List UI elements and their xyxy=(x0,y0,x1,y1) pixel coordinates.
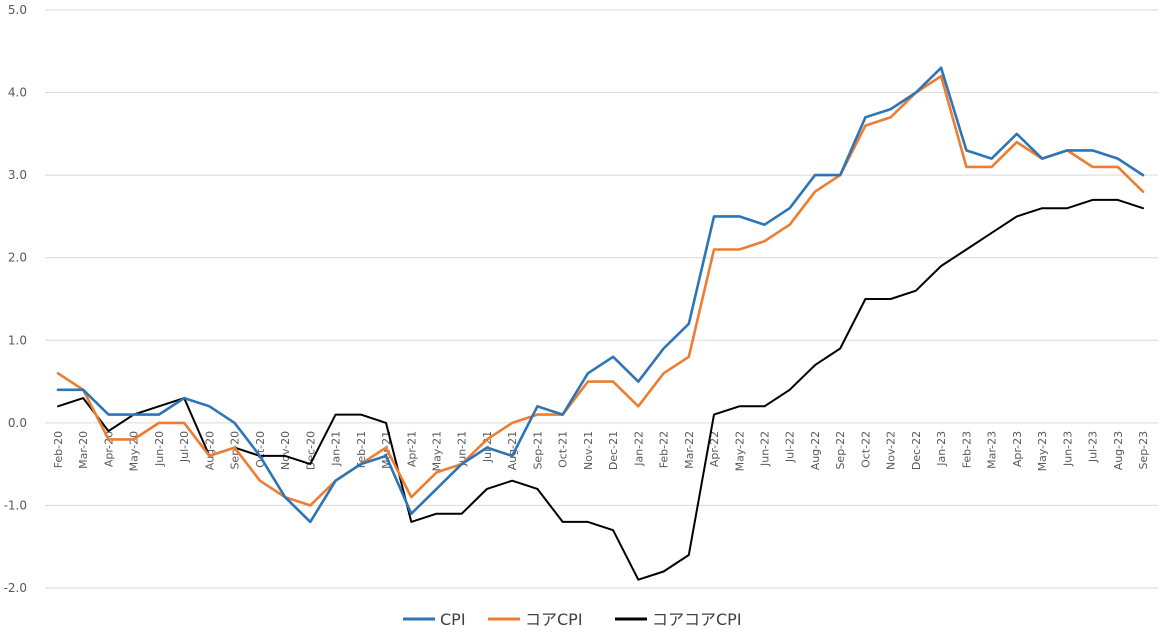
series-lines xyxy=(56,66,1145,581)
x-tick-label: Jul-23 xyxy=(1087,431,1100,463)
x-tick-label: Jun-21 xyxy=(456,431,469,467)
x-tick-label: Dec-21 xyxy=(607,431,620,470)
x-tick-label: Jun-20 xyxy=(153,431,166,467)
x-tick-label: Jan-21 xyxy=(330,431,343,467)
legend: CPI コアCPI コアコアCPI xyxy=(403,610,742,629)
gridlines xyxy=(45,9,1158,589)
x-tick-label: Jul-20 xyxy=(178,431,191,463)
y-tick-label: 0.0 xyxy=(8,416,27,430)
y-tick-label: 5.0 xyxy=(8,3,27,17)
x-tick-label: Apr-22 xyxy=(708,431,721,467)
x-tick-label: Oct-22 xyxy=(859,431,872,468)
x-tick-label: Aug-21 xyxy=(506,431,519,470)
x-tick-label: Jan-22 xyxy=(632,431,645,467)
x-tick-label: Sep-23 xyxy=(1137,431,1150,470)
x-tick-label: Oct-21 xyxy=(557,431,570,468)
x-tick-label: Mar-22 xyxy=(683,431,696,469)
x-tick-label: Dec-22 xyxy=(910,431,923,470)
x-tick-label: May-23 xyxy=(1036,431,1049,472)
x-tick-label: Jun-23 xyxy=(1061,431,1074,467)
x-tick-label: May-21 xyxy=(430,431,443,472)
x-tick-label: Aug-23 xyxy=(1112,431,1125,470)
x-tick-label: Nov-22 xyxy=(885,431,898,470)
x-tick-label: Sep-21 xyxy=(531,431,544,470)
x-tick-label: Aug-22 xyxy=(809,431,822,470)
x-tick-label: Mar-20 xyxy=(77,431,90,469)
x-tick-label: Nov-21 xyxy=(582,431,595,470)
x-tick-label: Apr-23 xyxy=(1011,431,1024,467)
x-tick-label: Feb-21 xyxy=(355,431,368,468)
y-tick-label: -2.0 xyxy=(4,581,27,595)
series-line-3 xyxy=(57,198,1144,581)
y-axis-ticks: -2.0 -1.0 0.0 1.0 2.0 3.0 4.0 5.0 xyxy=(4,3,27,595)
x-tick-label: Jul-22 xyxy=(784,431,797,463)
y-tick-label: 3.0 xyxy=(8,168,27,182)
x-tick-label: Oct-20 xyxy=(254,431,267,468)
x-tick-label: May-20 xyxy=(128,431,141,472)
x-tick-label: Jan-23 xyxy=(935,431,948,467)
legend-label: コアCPI xyxy=(525,610,583,629)
series-line-2 xyxy=(56,74,1145,507)
y-tick-label: 4.0 xyxy=(8,86,27,100)
x-tick-label: Apr-20 xyxy=(102,431,115,467)
x-tick-label: May-22 xyxy=(733,431,746,472)
x-tick-label: Feb-20 xyxy=(52,431,65,468)
x-tick-label: Sep-22 xyxy=(834,431,847,470)
x-tick-label: Aug-20 xyxy=(203,431,216,470)
x-tick-label: Feb-23 xyxy=(960,431,973,468)
series-line-1 xyxy=(56,66,1145,524)
x-tick-label: Jun-22 xyxy=(759,431,772,467)
x-tick-label: Mar-23 xyxy=(986,431,999,469)
x-tick-label: Apr-21 xyxy=(405,431,418,467)
y-tick-label: 1.0 xyxy=(8,333,27,347)
x-axis-ticks: Feb-20 Mar-20 Apr-20 May-20 Jun-20 Jul-20 Aug-… xyxy=(52,431,1150,472)
y-tick-label: 2.0 xyxy=(8,251,27,265)
y-tick-label: -1.0 xyxy=(4,498,27,512)
legend-label: CPI xyxy=(440,610,466,629)
x-tick-label: Nov-20 xyxy=(279,431,292,470)
x-tick-label: Feb-22 xyxy=(658,431,671,468)
legend-label: コアコアCPI xyxy=(652,610,742,629)
x-tick-label: Dec-20 xyxy=(304,431,317,470)
